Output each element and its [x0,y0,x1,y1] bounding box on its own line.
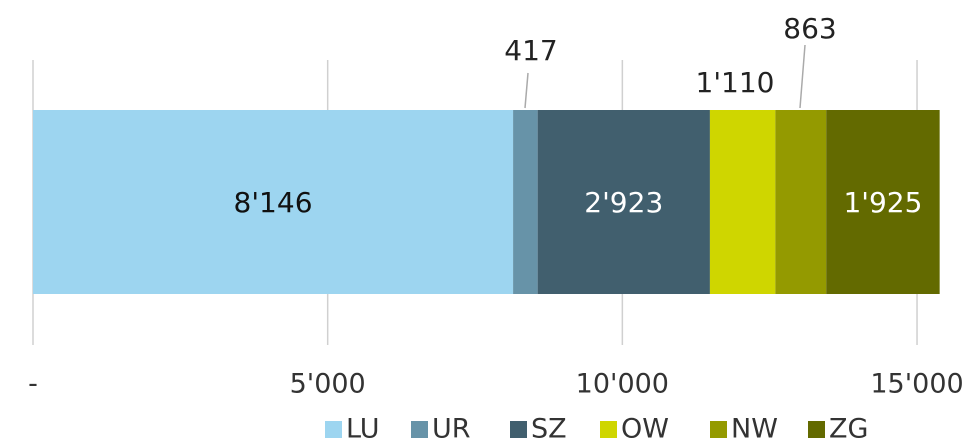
legend-swatch [808,421,825,438]
leader-line [799,44,806,109]
legend-label: OW [621,414,669,442]
legend-label: ZG [829,414,868,442]
bar-segment [537,110,710,294]
bar-segment [513,110,538,294]
legend-swatch [411,421,428,438]
x-tick-label: 10'000 [576,369,669,400]
legend-label: LU [346,414,379,442]
bar-segment [709,110,776,294]
data-label: 417 [504,34,557,67]
data-label: 2'923 [584,186,663,219]
legend-label: SZ [531,414,567,442]
x-tick-label: 5'000 [290,369,366,400]
bar-segment [775,110,827,294]
x-tick-label: 15'000 [870,369,963,400]
data-label: 8'146 [234,186,313,219]
legend-label: UR [432,414,471,442]
legend-swatch [710,421,727,438]
bar-segment [33,110,514,294]
bar-segment [826,110,940,294]
legend-swatch [510,421,527,438]
legend-label: NW [731,414,778,442]
data-label: 1'925 [843,186,922,219]
legend-swatch [600,421,617,438]
leader-line [524,72,529,109]
data-label: 863 [783,12,836,45]
x-tick-label: - [28,369,38,400]
data-label: 1'110 [696,66,775,99]
legend-swatch [325,421,342,438]
